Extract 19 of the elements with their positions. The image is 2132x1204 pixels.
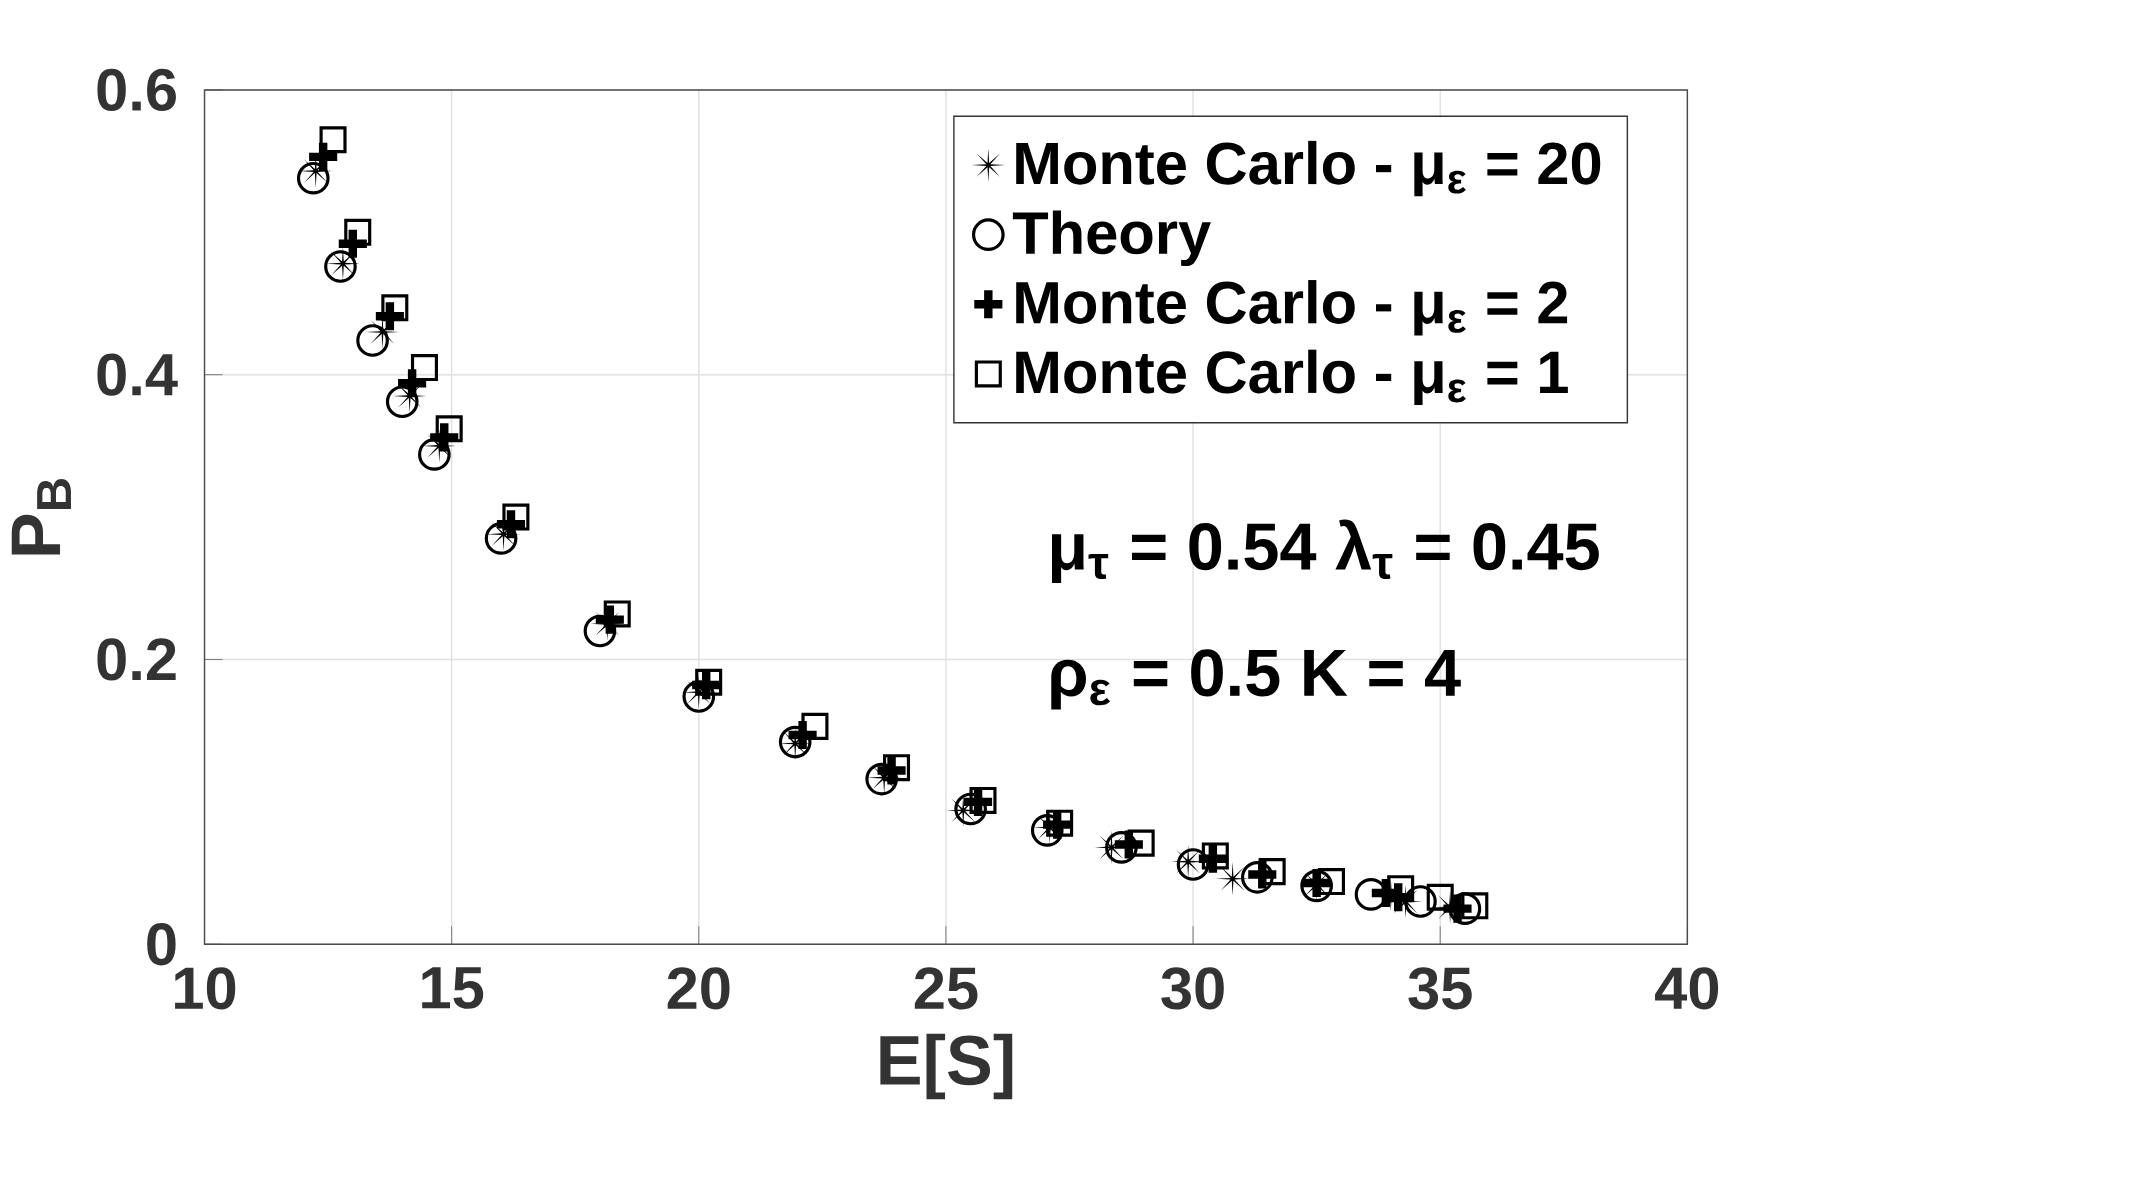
y-tick-label: 0.2 (97, 638, 176, 681)
y-tick-label: 0.6 (97, 68, 176, 112)
x-tick-label: 15 (422, 967, 484, 1009)
x-tick-label: 10 (175, 967, 236, 1010)
x-tick-label: 40 (1655, 967, 1719, 1010)
x-tick-label: 30 (1161, 967, 1224, 1010)
x-tick-label: 20 (667, 967, 730, 1010)
x-axis-title: E[S] (880, 1033, 1013, 1100)
legend-label: Monte Carlo - μ$_{ε}$ = 2 (1016, 280, 1568, 336)
y-axis-title: P$_{B}$ (11, 479, 71, 555)
x-tick-label: 25 (914, 967, 978, 1010)
y-tick-label: 0 (147, 923, 176, 966)
y-tick-label: 0.4 (97, 353, 178, 396)
annotation: μ$_{τ}$ = 0.54 λ$_{τ}$ = 0.45 (1052, 519, 1599, 584)
legend-label: Theory (1012, 210, 1211, 267)
legend-label: Monte Carlo - μ$_{ε}$ = 20 (1016, 140, 1601, 197)
x-tick-label: 35 (1408, 967, 1472, 1010)
legend-label: Monte Carlo - μ$_{ε}$ = 1 (1016, 349, 1568, 405)
annotation: ρ$_{ε}$ = 0.5 K = 4 (1051, 649, 1461, 710)
